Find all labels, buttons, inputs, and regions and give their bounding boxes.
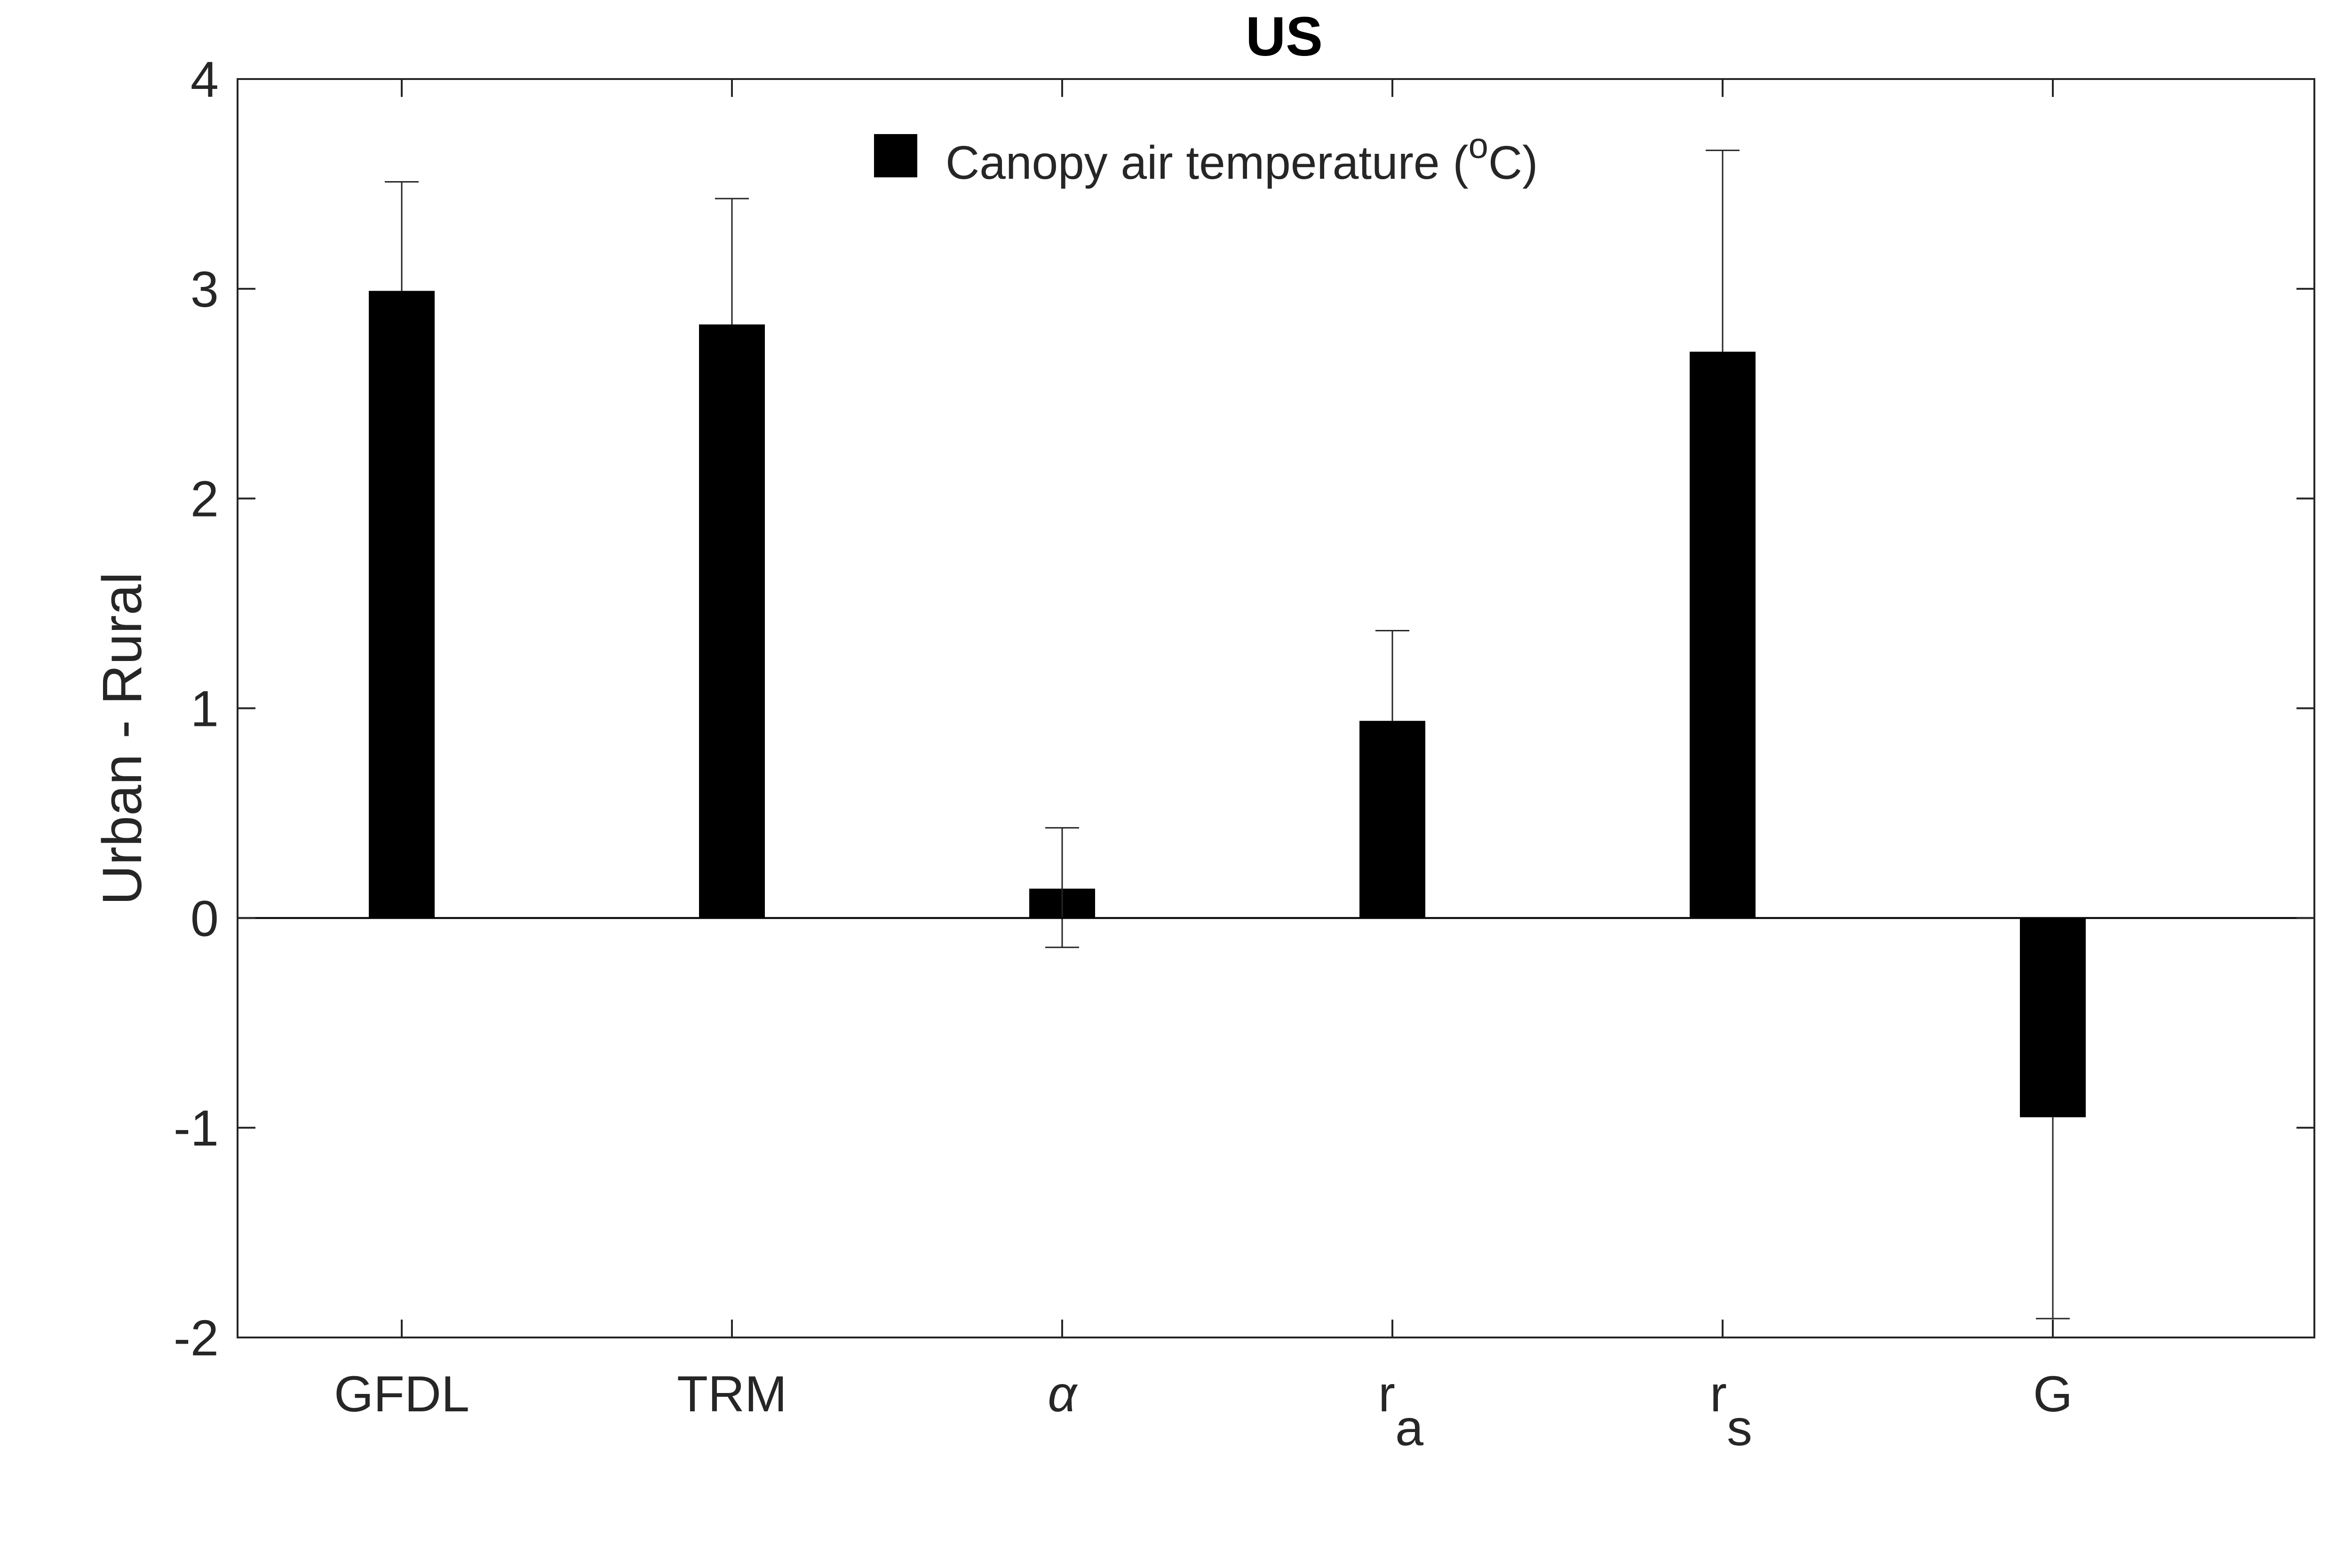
x-tick-label-subscript: a [1395,1399,1424,1456]
error-bar-0 [385,181,419,291]
legend-unit: C) [1488,136,1538,189]
bar-3 [1359,721,1425,918]
legend-swatch [874,134,917,177]
x-tick-label: G [2033,1365,2073,1422]
chart-title: US [1246,6,1323,68]
legend: Canopy air temperature (oC) [874,126,1538,189]
legend-label: Canopy air temperature (oC) [946,126,1538,189]
x-tick-label: GFDL [334,1365,469,1422]
bar-4 [1690,351,1756,918]
bar-5 [2020,918,2086,1117]
error-bar-5 [2036,1117,2070,1320]
y-tick-label: 4 [191,51,219,108]
x-tick-label-main: TRM [677,1365,787,1422]
x-tick-label: ra [1378,1365,1424,1456]
x-tick-label: rs [1710,1365,1752,1456]
y-tick-label: 2 [191,470,219,527]
y-tick-label: 3 [191,261,219,318]
x-tick-label-main: r [1710,1365,1727,1422]
x-tick-label-subscript: s [1727,1399,1752,1456]
bars-group [369,291,2086,1117]
x-tick-label: α [1048,1365,1078,1422]
y-tick-label: 1 [191,680,219,737]
x-tick-label-main: G [2033,1365,2073,1422]
y-tick-label: -1 [174,1099,219,1156]
y-tick-label: 0 [191,890,219,947]
x-tick-label-main: GFDL [334,1365,469,1422]
error-bar-4 [1706,150,1740,352]
bar-0 [369,291,435,918]
legend-text: Canopy air temperature ( [946,136,1469,189]
x-tick-label-main: α [1048,1365,1078,1422]
error-bars-group [385,150,2070,1320]
plot-area-frame [237,78,2315,1338]
legend-superscript: o [1469,126,1488,166]
x-tick-label: TRM [677,1365,787,1422]
y-tick-labels: -2 -1 0 1 2 3 4 [174,51,219,1366]
bar-1 [699,324,765,918]
error-bar-3 [1375,630,1409,721]
error-bar-2 [1045,827,1079,948]
error-bar-1 [715,198,749,325]
y-tick-label: -2 [174,1309,219,1366]
y-axis-label: Urban - Rural [91,572,153,905]
x-tick-label-main: r [1378,1365,1395,1422]
